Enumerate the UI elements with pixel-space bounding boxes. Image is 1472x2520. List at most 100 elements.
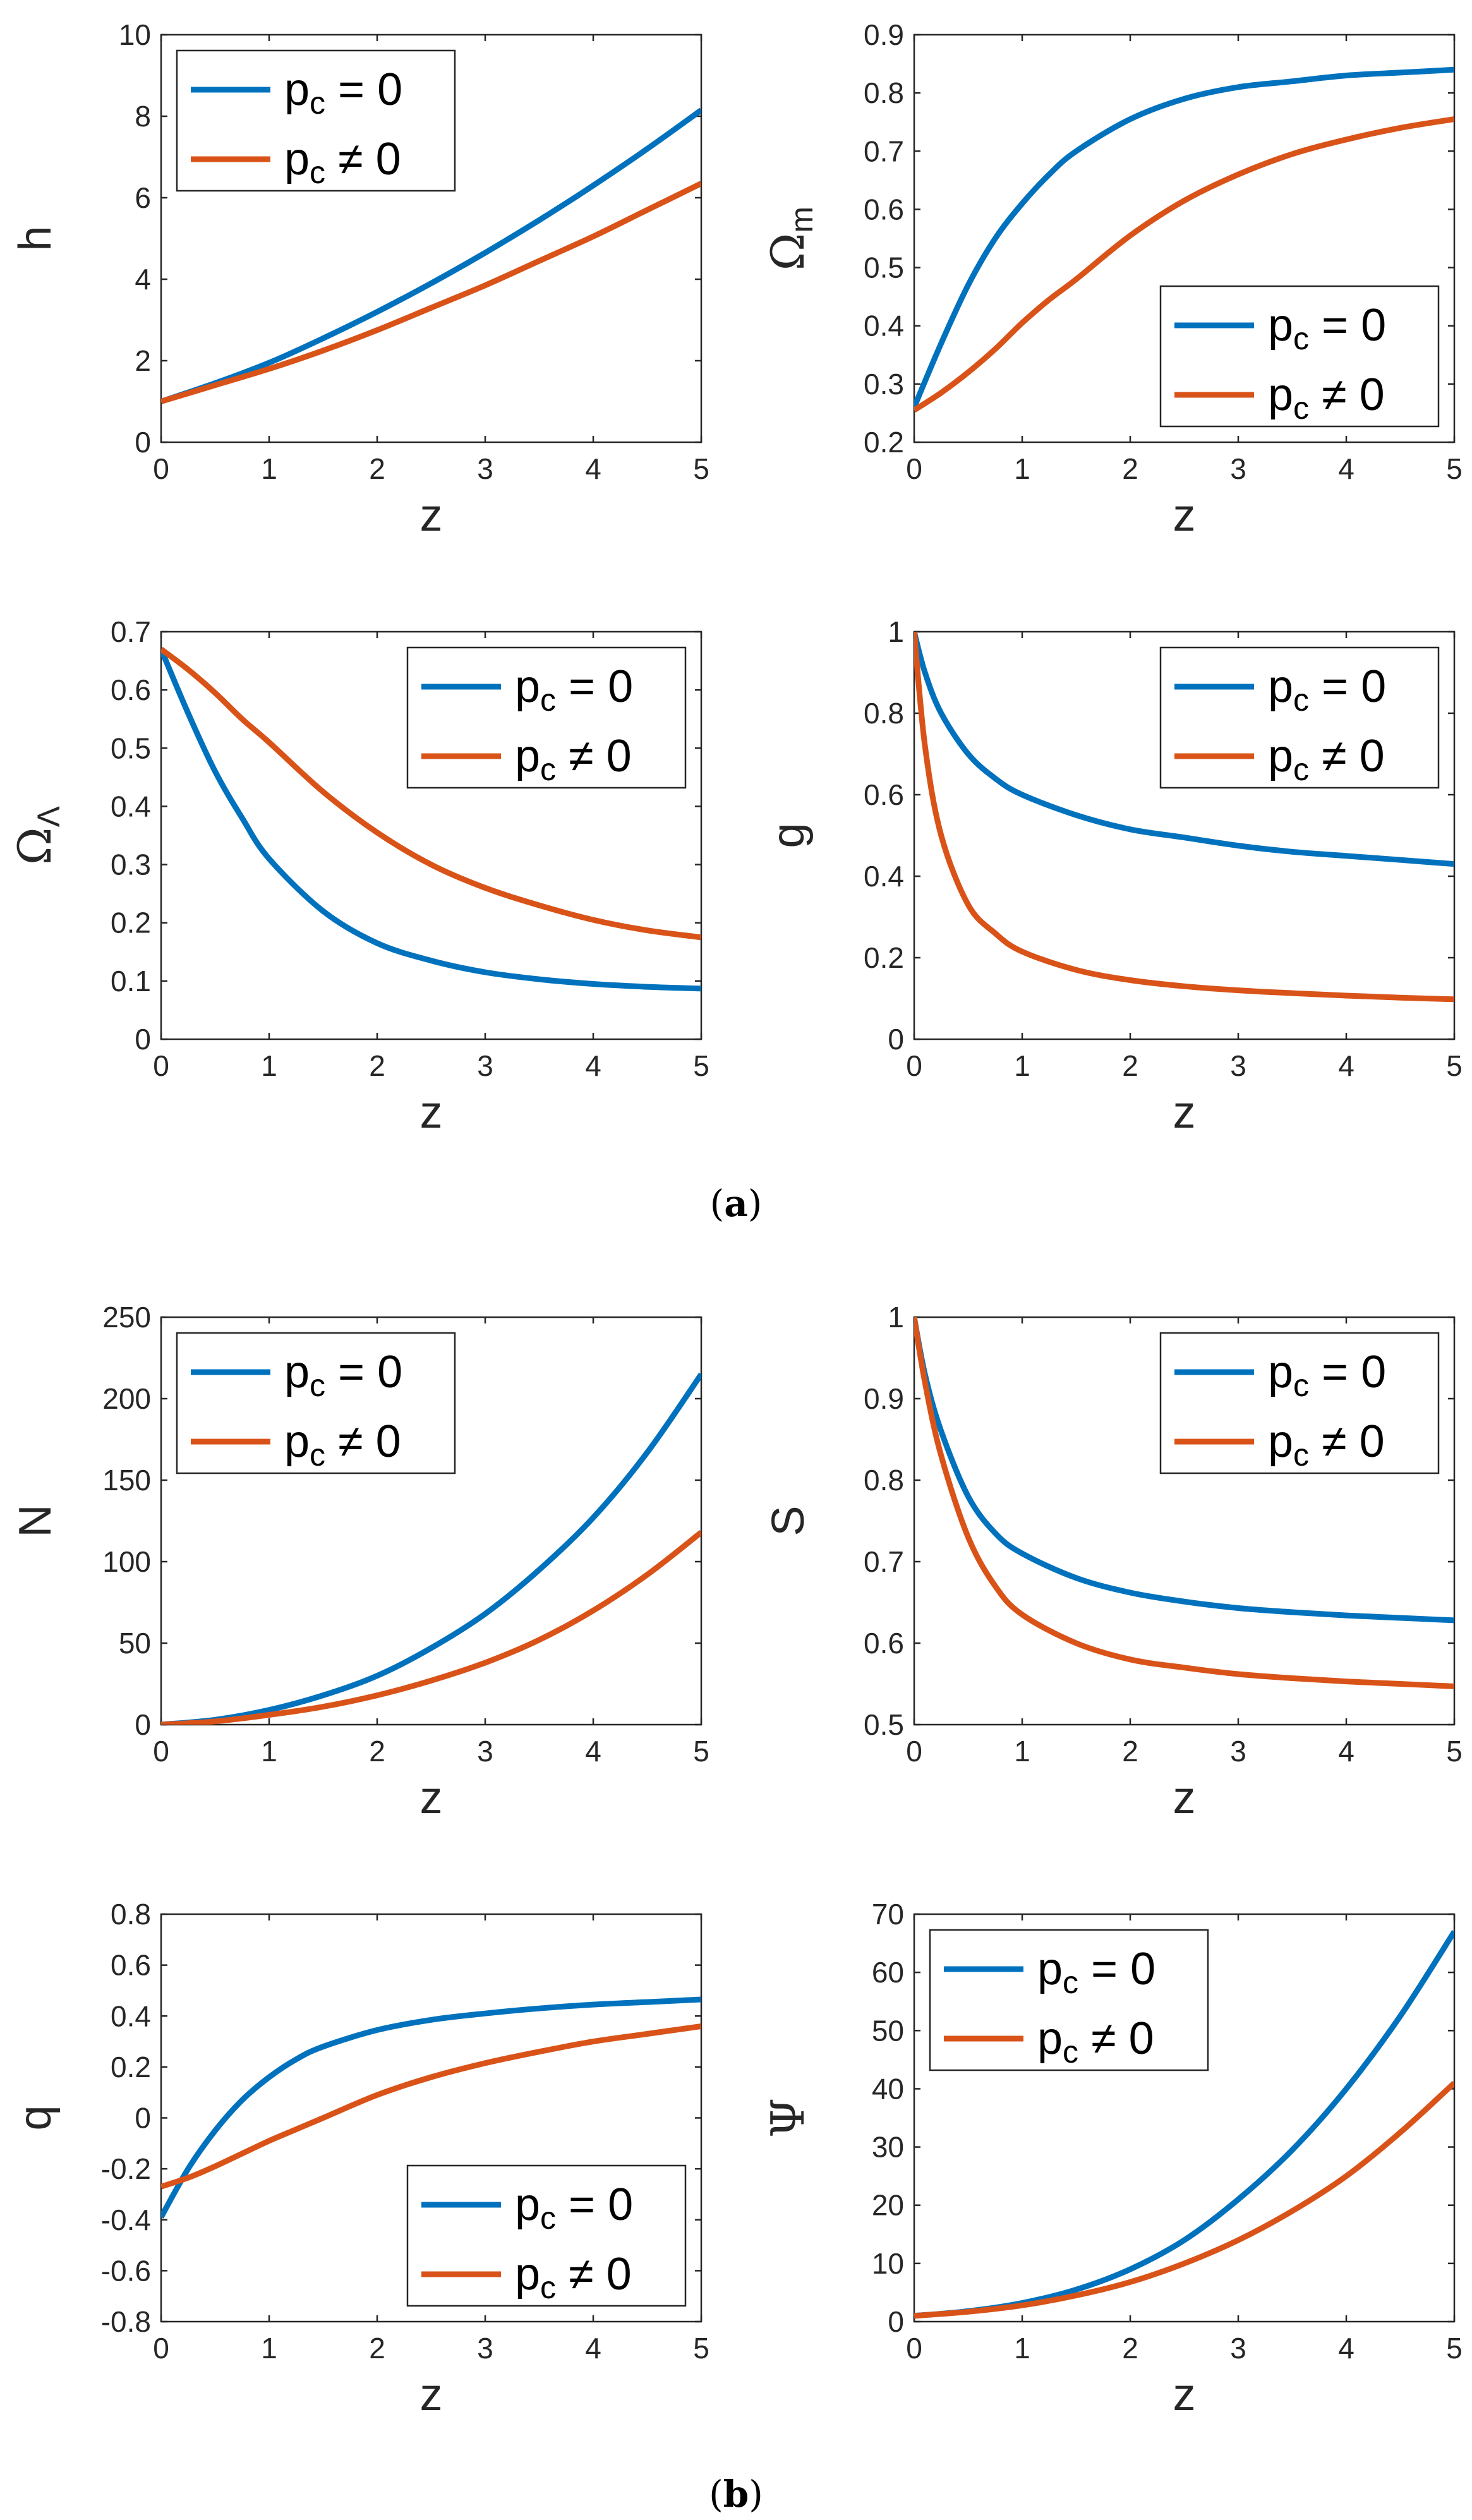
y-tick-label: 0.6 [864, 778, 904, 811]
y-axis-label: g [763, 823, 814, 848]
y-tick-label: 0 [888, 1023, 904, 1056]
x-tick-label: 2 [369, 1049, 385, 1082]
legend: pc = 0pc ≠ 0 [406, 646, 687, 789]
x-tick-label: 3 [477, 2332, 493, 2365]
x-axis-label: z [420, 1773, 443, 1823]
y-tick-label: 0.4 [864, 860, 904, 893]
legend-label: pc ≠ 0 [1268, 370, 1385, 426]
y-tick-label: 1 [888, 615, 904, 648]
legend: pc = 0pc ≠ 0 [1159, 285, 1440, 428]
y-tick-label: -0.2 [101, 2152, 151, 2185]
y-axis-label: ΩΛ [8, 805, 66, 865]
series-line-pc-nonzero [161, 647, 701, 941]
y-tick-label: 0.9 [864, 18, 904, 51]
legend-label-rest: = 0 [325, 1347, 402, 1397]
x-tick-label: 4 [1338, 1049, 1354, 1082]
x-tick-label: 4 [585, 1049, 601, 1082]
x-tick-label: 5 [1446, 452, 1463, 485]
y-tick-label: 0.4 [864, 310, 904, 342]
legend-label-rest: = 0 [1078, 1944, 1155, 1994]
x-axis-label: z [1173, 1087, 1196, 1138]
y-tick-label: 0.2 [864, 941, 904, 974]
x-tick-label: 2 [369, 2332, 385, 2365]
y-axis-label: Ψ [761, 2098, 814, 2138]
legend-label-rest: = 0 [1309, 1347, 1386, 1397]
legend-label: pc = 0 [515, 661, 633, 718]
legend-label-main: p [1268, 731, 1293, 781]
y-tick-label: 30 [872, 2131, 904, 2164]
x-tick-label: 1 [261, 1049, 277, 1082]
legend-label-rest: = 0 [1309, 300, 1386, 351]
legend-box [406, 646, 687, 789]
y-tick-label: 0.3 [111, 848, 151, 881]
y-tick-label: 0.5 [864, 1708, 904, 1741]
y-tick-label: 0.4 [111, 1999, 151, 2032]
x-tick-label: 0 [906, 2332, 922, 2365]
x-tick-label: 3 [477, 1049, 493, 1082]
y-tick-label: 0.4 [111, 790, 151, 823]
x-tick-label: 2 [1122, 1049, 1138, 1082]
series-line-pc-nonzero [914, 1317, 1454, 1689]
y-tick-label: 0.8 [864, 1464, 904, 1497]
x-tick-label: 4 [585, 452, 601, 485]
y-tick-label: 0.5 [111, 732, 151, 764]
legend-label-rest: ≠ 0 [556, 731, 632, 781]
legend-label-sub: c [540, 682, 556, 718]
legend-label: pc = 0 [284, 1347, 402, 1403]
legend-label: pc = 0 [515, 2179, 633, 2236]
legend-label-rest: ≠ 0 [556, 2249, 632, 2300]
y-tick-label: 10 [119, 18, 151, 51]
legend-label-rest: = 0 [325, 64, 402, 115]
legend: pc = 0pc ≠ 0 [1159, 1332, 1440, 1474]
x-tick-label: 3 [477, 452, 493, 485]
y-axis-label: S [763, 1505, 814, 1536]
y-tick-label: 0.8 [864, 697, 904, 730]
legend-label: pc = 0 [284, 64, 402, 121]
y-axis-label-main: Ω [8, 827, 61, 865]
y-axis-label-main: g [763, 823, 814, 848]
caption-b: (b) [709, 2473, 763, 2516]
series-line-pc-zero [161, 107, 701, 404]
legend-label: pc = 0 [1268, 1347, 1386, 1403]
x-axis-label: z [1173, 1773, 1196, 1823]
legend-label-sub: c [1293, 390, 1309, 426]
y-tick-label: 6 [135, 181, 151, 214]
legend-box [406, 2164, 687, 2307]
legend-box [176, 49, 456, 192]
y-tick-label: 0 [135, 1023, 151, 1056]
y-tick-label: -0.8 [101, 2305, 151, 2338]
legend-label-sub: c [1293, 1437, 1309, 1473]
legend-label-sub: c [1063, 2034, 1078, 2070]
legend-label: pc ≠ 0 [284, 1416, 401, 1473]
y-tick-label: 0.2 [111, 907, 151, 939]
x-tick-label: 4 [585, 1735, 601, 1768]
x-tick-label: 4 [1338, 452, 1354, 485]
y-axis-label-main: Ψ [761, 2098, 814, 2138]
y-tick-label: 2 [135, 344, 151, 377]
series-line-pc-nonzero [161, 2023, 701, 2190]
y-tick-label: 0.6 [111, 673, 151, 706]
legend-label-main: p [515, 731, 540, 781]
legend-box [1159, 285, 1440, 428]
chart-q: 0 1 2 3 4 5 -0.8 -0.6 -0.4 -0.2 0 0.2 0.4 0.6 0.8 z q pc … [10, 1898, 709, 2420]
legend-label-sub: c [1063, 1965, 1078, 2000]
y-axis-label-sub: m [784, 207, 819, 233]
x-tick-label: 0 [153, 1049, 169, 1082]
y-tick-label: 70 [872, 1898, 904, 1931]
legend-label-main: p [1268, 661, 1293, 712]
y-tick-label: 0 [135, 426, 151, 459]
x-tick-label: 3 [1230, 1049, 1246, 1082]
y-tick-label: 0 [135, 1708, 151, 1741]
x-tick-label: 5 [693, 2332, 709, 2365]
legend-box [929, 1929, 1209, 2071]
legend-label-main: p [284, 64, 310, 115]
y-tick-label: 60 [872, 1956, 904, 1989]
legend: pc = 0pc ≠ 0 [406, 2164, 687, 2307]
legend-label-main: p [515, 661, 540, 712]
y-tick-label: 0.6 [864, 193, 904, 226]
y-axis-label-main: N [10, 1505, 61, 1538]
legend: pc = 0 pc ≠ 0 [176, 1332, 456, 1474]
